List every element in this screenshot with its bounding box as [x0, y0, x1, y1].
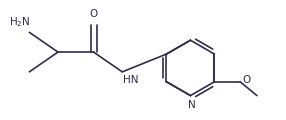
Text: H$_2$N: H$_2$N [9, 16, 30, 29]
Text: HN: HN [123, 75, 139, 85]
Text: O: O [90, 9, 98, 19]
Text: N: N [188, 99, 195, 110]
Text: O: O [242, 75, 250, 85]
